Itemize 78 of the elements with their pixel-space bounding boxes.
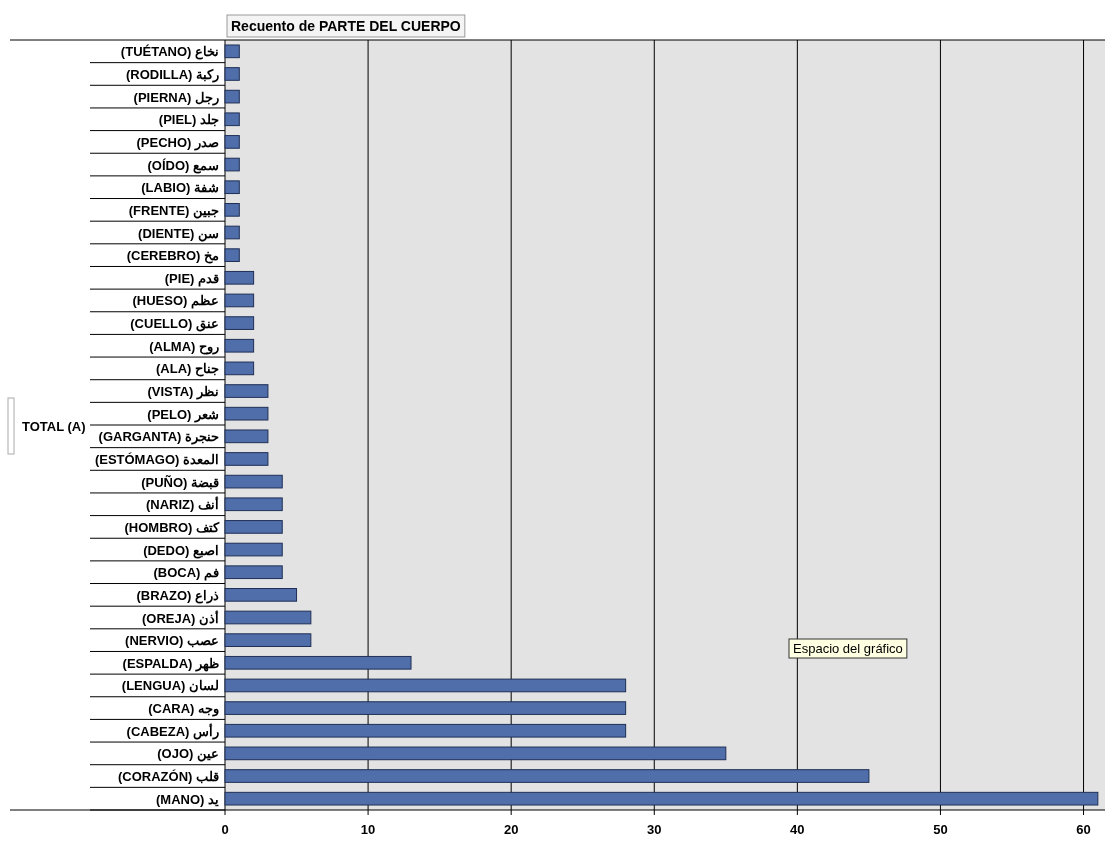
bar — [224, 203, 240, 217]
bar — [224, 633, 312, 647]
bar — [224, 701, 627, 715]
y-tick-label: (TUÉTANO) نخاع — [120, 44, 219, 61]
y-tick-label: (CARA) وجه — [148, 701, 219, 718]
y-tick-label: (LENGUA) لسان — [121, 678, 219, 694]
y-tick-label: (HUESO) عظم — [132, 293, 219, 310]
y-tick-label: (PIEL) جلد — [158, 112, 219, 128]
y-tick-label: (DEDO) اصبع — [143, 542, 219, 559]
x-tick-label: 20 — [503, 822, 519, 837]
bar — [224, 520, 283, 534]
y-tick-label: (NERVIO) عصب — [125, 633, 219, 649]
y-tick-label: (CUELLO) عنق — [130, 316, 219, 333]
bar — [224, 565, 283, 580]
y-tick-label: (CEREBRO) مخ — [126, 248, 219, 265]
y-tick-label: (CORAZÓN) قلب — [118, 769, 219, 785]
bar — [224, 135, 240, 149]
bar — [224, 610, 312, 625]
bar — [224, 112, 240, 127]
bar — [224, 746, 727, 761]
y-tick-label: (ESPALDA) ظهر — [122, 655, 219, 672]
x-tick-label: 40 — [790, 822, 805, 837]
y-tick-label: (PELO) شعر — [147, 406, 219, 423]
y-tick-label: (DIENTE) سن — [138, 225, 219, 242]
bar — [224, 44, 240, 59]
x-tick-label: 60 — [1076, 822, 1091, 837]
y-tick-label: (RODILLA) ركبة — [125, 66, 219, 83]
bar — [224, 678, 627, 693]
y-tick-label: (OJO) عين — [157, 746, 219, 763]
y-tick-label: (PIERNA) رجل — [133, 89, 219, 106]
x-tick-label: 0 — [221, 822, 229, 837]
bar — [224, 429, 269, 444]
bar — [224, 270, 255, 285]
bar — [224, 791, 1099, 806]
y-tick-label: (ALA) جناح — [156, 361, 219, 378]
bar — [224, 769, 870, 783]
y-tick-label: (BRAZO) ذراع — [136, 587, 219, 604]
y-tick-label: (LABIO) شفة — [141, 180, 219, 196]
x-tick-label: 50 — [933, 822, 948, 837]
x-tick-label: 30 — [647, 822, 662, 837]
bar — [224, 723, 627, 738]
y-tick-label: (ESTÓMAGO) المعدة — [94, 451, 219, 467]
y-tick-label: (BOCA) فم — [153, 565, 219, 582]
bar — [224, 67, 240, 81]
y-tick-label: (NARIZ) أنف — [146, 496, 219, 513]
y-tick-label: (GARGANTA) حنجرة — [98, 429, 219, 446]
chart-title: Recuento de PARTE DEL CUERPO — [231, 18, 461, 34]
x-tick-label: 10 — [360, 822, 376, 837]
y-tick-label: (MANO) يد — [156, 791, 219, 807]
bar — [224, 588, 298, 602]
y-tick-label: (PIE) قدم — [164, 270, 219, 287]
y-tick-label: (PUÑO) قبضة — [141, 474, 219, 490]
y-tick-label: (OREJA) أذن — [141, 609, 219, 626]
y-tick-label: (OÍDO) سمع — [147, 157, 219, 174]
bar — [224, 542, 283, 557]
bar — [224, 248, 240, 262]
annotation: Espacio del gráfico — [793, 641, 903, 656]
bar — [224, 474, 283, 489]
bar — [224, 452, 269, 466]
y-tick-label: (VISTA) نظر — [147, 384, 219, 401]
bar — [224, 497, 283, 512]
bar — [224, 89, 240, 104]
y-tick-label: (HOMBRO) كتف — [124, 519, 220, 535]
bar — [224, 293, 255, 308]
y-tick-label: (CABEZA) رأس — [126, 722, 219, 740]
bar — [224, 406, 269, 421]
y-tick-label: (PECHO) صدر — [136, 134, 219, 151]
text: TOTAL (A) — [22, 419, 86, 434]
bar — [224, 655, 412, 670]
bar — [224, 361, 255, 376]
y-tick-label: (ALMA) روح — [149, 338, 219, 355]
bar — [224, 338, 255, 353]
bar — [224, 157, 240, 172]
bar — [224, 180, 240, 195]
bar — [224, 225, 240, 240]
bar — [224, 316, 255, 330]
bar — [224, 384, 269, 398]
y-tick-label: (FRENTE) جبين — [128, 202, 219, 219]
